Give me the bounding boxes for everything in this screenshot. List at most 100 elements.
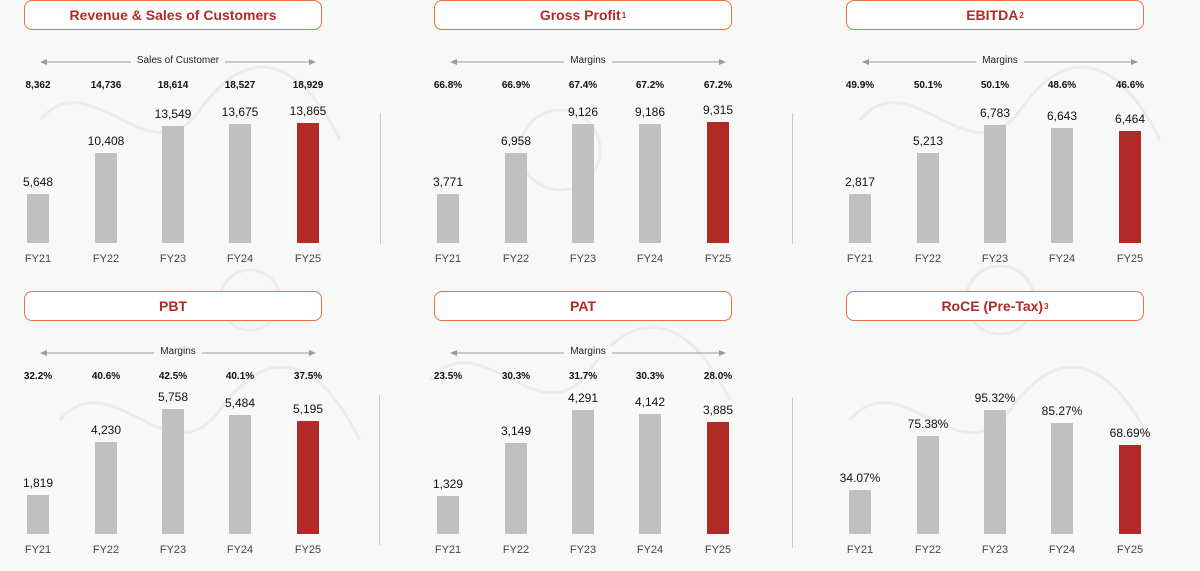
bar: [849, 489, 871, 534]
margin-value: 40.6%: [91, 371, 121, 382]
chart-title: Revenue & Sales of Customers: [24, 0, 322, 30]
category-label: FY24: [1048, 544, 1076, 556]
category-label: FY24: [226, 544, 254, 556]
category-label: FY24: [1048, 253, 1076, 265]
bar: [1119, 444, 1141, 534]
chart-title: PBT: [24, 291, 322, 321]
bar-value-label: 75.38%: [907, 417, 949, 431]
category-label: FY23: [981, 544, 1009, 556]
category-label: FY23: [159, 253, 187, 265]
arrow-label-text: Sales of Customer: [130, 55, 226, 66]
bar-value-label: 5,484: [224, 396, 256, 411]
chart-title-text: Gross Profit: [539, 7, 621, 23]
bar-value-label: 4,230: [90, 423, 122, 438]
chart-title-footnote: 1: [621, 10, 627, 20]
margin-value: 50.1%: [980, 80, 1010, 91]
bar: [572, 124, 594, 243]
category-label: FY22: [92, 544, 120, 556]
category-label: FY25: [1116, 544, 1144, 556]
bar: [162, 409, 184, 534]
category-label: FY24: [636, 253, 664, 265]
bar-value-label: 3,771: [432, 174, 464, 189]
chart-title: EBITDA 2: [846, 0, 1144, 30]
bar: [505, 152, 527, 243]
category-label: FY23: [981, 253, 1009, 265]
bar: [229, 124, 251, 243]
margin-value: 50.1%: [913, 80, 943, 91]
margin-value: 66.9%: [501, 80, 531, 91]
bar-value-label: 9,315: [702, 102, 734, 117]
background-pattern: [38, 65, 1162, 441]
margin-value: 67.2%: [703, 80, 733, 91]
margin-value: 48.6%: [1047, 80, 1077, 91]
bar-value-label: 85.27%: [1041, 404, 1083, 419]
bar: [437, 193, 459, 243]
category-label: FY21: [24, 253, 52, 265]
bar: [1051, 423, 1073, 534]
category-label: FY21: [434, 253, 462, 265]
chart-title-text: PBT: [159, 298, 187, 314]
arrow-label-text: Margins: [564, 346, 612, 357]
bar: [849, 194, 871, 243]
bar: [229, 415, 251, 534]
category-label: FY25: [1116, 253, 1144, 265]
bar-value-label: 3,885: [702, 402, 734, 417]
category-label: FY25: [704, 253, 732, 265]
category-label: FY21: [846, 253, 874, 265]
bar: [1051, 127, 1073, 243]
bar-value-label: 34.07%: [839, 470, 881, 485]
category-label: FY23: [569, 544, 597, 556]
bar: [437, 495, 459, 534]
bar-value-label: 13,675: [221, 105, 259, 120]
chart-title-text: RoCE (Pre-Tax): [941, 298, 1044, 314]
margin-value: 37.5%: [293, 371, 323, 382]
arrow-label: Margins: [450, 345, 726, 359]
category-label: FY21: [24, 544, 52, 556]
category-label: FY24: [636, 544, 664, 556]
bar-value-label: 6,464: [1114, 111, 1146, 126]
margin-value: 42.5%: [158, 371, 188, 382]
margin-value: 18,929: [292, 80, 324, 91]
category-label: FY25: [704, 544, 732, 556]
bar: [297, 122, 319, 243]
category-label: FY23: [569, 253, 597, 265]
arrow-label-text: Margins: [564, 55, 612, 66]
margin-value: 18,614: [157, 80, 189, 91]
bar-value-label: 4,291: [567, 391, 599, 406]
bar-value-label: 6,958: [500, 133, 532, 148]
bar: [639, 123, 661, 243]
bar-value-label: 2,817: [844, 175, 876, 190]
margin-value: 46.6%: [1115, 80, 1145, 91]
chart-panel: RoCE (Pre-Tax) 3 34.07% FY21 75.38% FY22 95.32…: [822, 291, 1200, 571]
chart-title-text: PAT: [570, 298, 596, 314]
margin-value: 66.8%: [433, 80, 463, 91]
bar: [984, 125, 1006, 243]
chart-panel: Gross Profit 1 Margins 66.8% 66.9% 67.4% 67.2%…: [410, 0, 810, 280]
chart-panel: PBT Margins 32.2% 40.6% 42.5% 40.1% 37.5% 1,819…: [0, 291, 400, 571]
chart-title: RoCE (Pre-Tax) 3: [846, 291, 1144, 321]
bar-value-label: 5,648: [22, 175, 54, 190]
bar: [162, 125, 184, 243]
arrow-label: Sales of Customer: [40, 54, 316, 68]
margin-value: 67.2%: [635, 80, 665, 91]
bar: [95, 152, 117, 243]
arrow-label: Margins: [862, 54, 1138, 68]
column-divider: [380, 113, 381, 244]
bar-value-label: 5,213: [912, 133, 944, 148]
bar: [95, 442, 117, 534]
category-label: FY22: [92, 253, 120, 265]
margin-value: 49.9%: [845, 80, 875, 91]
chart-panel: Revenue & Sales of Customers Sales of Cus…: [0, 0, 400, 280]
bar-value-label: 9,186: [634, 104, 666, 119]
bar: [27, 494, 49, 534]
chart-title-text: EBITDA: [966, 7, 1019, 23]
bar-value-label: 95.32%: [974, 391, 1016, 406]
bar: [917, 436, 939, 534]
category-label: FY22: [502, 253, 530, 265]
bar-value-label: 6,643: [1046, 108, 1078, 123]
bar: [707, 121, 729, 243]
bar: [707, 421, 729, 534]
category-label: FY21: [434, 544, 462, 556]
bar: [27, 194, 49, 243]
margin-value: 31.7%: [568, 371, 598, 382]
